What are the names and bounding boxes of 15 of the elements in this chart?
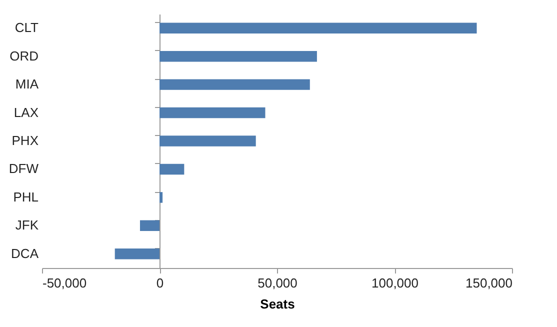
y-tick-label: MIA: [15, 76, 39, 92]
y-tick-label: CLT: [14, 20, 39, 36]
x-tick-label: -50,000: [42, 276, 87, 290]
y-tick-label: DFW: [8, 161, 40, 176]
y-tick-label: PHX: [12, 133, 39, 148]
y-tick-label: DCA: [11, 246, 39, 261]
x-tick-label: 100,000: [372, 276, 418, 290]
y-tick-label: PHL: [13, 189, 38, 204]
y-tick-label: ORD: [10, 48, 38, 64]
y-tick-label: JFK: [15, 218, 39, 233]
x-axis-title: Seats: [260, 296, 295, 312]
y-tick-label: LAX: [14, 104, 39, 120]
x-tick-label: 0: [156, 276, 164, 290]
x-tick-label: 150,000: [466, 276, 512, 290]
x-tick-label: 50,000: [258, 276, 298, 290]
